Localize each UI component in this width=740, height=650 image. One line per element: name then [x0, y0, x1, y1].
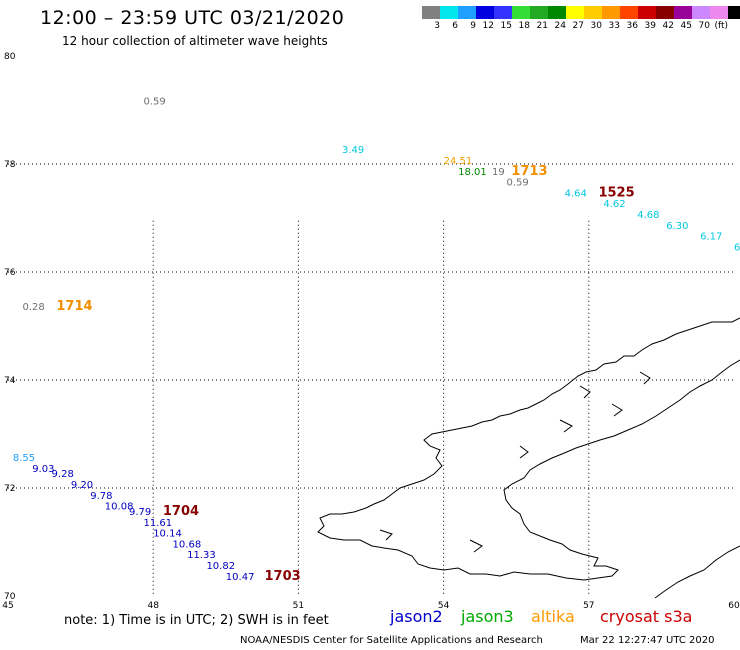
wave-height-value: 8.55 [13, 453, 35, 464]
color-scale-label: 39 [644, 21, 656, 31]
color-scale-label: 21 [536, 21, 548, 31]
latitude-label: 78 [4, 160, 16, 170]
wave-height-value: 10.68 [173, 539, 202, 550]
color-scale-swatch [656, 6, 674, 19]
color-scale-label: 36 [626, 21, 638, 31]
wave-height-value: 4.68 [637, 210, 659, 221]
color-scale-swatch [602, 6, 620, 19]
wave-height-value: 10.82 [206, 561, 235, 572]
legend-satellite-jason3: jason3 [461, 607, 514, 626]
color-scale-swatch [728, 6, 740, 19]
color-scale-swatch [584, 6, 602, 19]
wave-height-value: 4.64 [565, 188, 587, 199]
color-scale-swatch [458, 6, 476, 19]
longitude-label: 60 [728, 601, 740, 611]
color-scale-swatch [440, 6, 458, 19]
wave-height-value: 6.17 [700, 232, 722, 243]
color-scale-swatch [692, 6, 710, 19]
wave-height-value: 18.01 [458, 167, 487, 178]
color-scale-label: 12 [482, 21, 494, 31]
legend-satellite-altika: altika [531, 607, 575, 626]
longitude-label: 51 [293, 601, 304, 611]
pass-time-label: 1714 [56, 299, 92, 314]
wave-height-value: 0.28 [23, 302, 45, 313]
wave-height-value: 24.51 [444, 156, 473, 167]
color-scale-labels: 3 6 9 12 15 18 21 24 27 30 33 36 39 42 45 70 (ft) [422, 21, 740, 33]
color-scale-label: 70 [698, 21, 710, 31]
longitude-label: 48 [147, 601, 159, 611]
color-scale-swatch [530, 6, 548, 19]
color-scale-label: (ft) [714, 21, 728, 31]
legend-satellite-cryosat-s3a: cryosat s3a [600, 607, 693, 626]
coastline-east-edge [654, 545, 740, 599]
generated-timestamp: Mar 22 12:27:47 UTC 2020 [580, 635, 715, 646]
color-scale-swatch [476, 6, 494, 19]
longitude-label: 45 [2, 601, 13, 611]
wave-height-value: 0.59 [144, 97, 166, 108]
pass-time-label: 1713 [511, 164, 547, 179]
color-scale-label: 45 [680, 21, 692, 31]
color-scale-label: 30 [590, 21, 602, 31]
pass-time-label: 1525 [598, 185, 634, 200]
wave-height-value: 3.49 [342, 145, 364, 156]
pass-time-label: 1703 [265, 569, 301, 584]
latitude-label: 80 [4, 52, 16, 62]
wave-height-value: 9.20 [71, 480, 93, 491]
wave-height-value: 11.33 [187, 550, 216, 561]
wave-height-value: 9.28 [52, 469, 74, 480]
wave-height-value: 6 [734, 242, 740, 253]
wave-height-value: 6.30 [666, 221, 688, 232]
wave-height-value: 9.79 [129, 507, 151, 518]
wave-height-value: 4.62 [603, 199, 625, 210]
color-scale-label: 33 [608, 21, 620, 31]
color-scale-label: 15 [500, 21, 512, 31]
page-subtitle: 12 hour collection of altimeter wave hei… [62, 34, 328, 48]
color-scale-bar [422, 6, 740, 19]
wave-height-value: 11.61 [144, 518, 173, 529]
map-grid [8, 163, 734, 596]
color-scale-swatch [494, 6, 512, 19]
color-scale-label: 3 [434, 21, 440, 31]
coastline-west-edge [317, 317, 740, 581]
color-scale-swatch [638, 6, 656, 19]
color-scale-label: 18 [518, 21, 530, 31]
legend-satellite-jason2: jason2 [390, 607, 443, 626]
footer-note: note: 1) Time is in UTC; 2) SWH is in fe… [64, 613, 329, 628]
color-scale-swatch [512, 6, 530, 19]
longitude-label: 54 [438, 601, 450, 611]
color-scale-label: 24 [554, 21, 566, 31]
wave-height-value: 9.78 [90, 491, 112, 502]
latitude-label: 72 [4, 484, 15, 494]
coastline-fjord-detail [379, 371, 651, 553]
coastline-novaya-zemlya [317, 317, 740, 599]
color-scale-swatch [710, 6, 728, 19]
color-scale-swatch [422, 6, 440, 19]
wave-height-value: 10.47 [226, 572, 255, 583]
color-scale-label: 6 [452, 21, 458, 31]
pass-time-label: 1704 [163, 504, 199, 519]
color-scale-label: 42 [662, 21, 674, 31]
color-scale-swatch [566, 6, 584, 19]
color-scale-swatch [548, 6, 566, 19]
wave-height-value: 10.08 [105, 502, 134, 513]
wave-height-value: 10.14 [153, 529, 182, 540]
page-title: 12:00 – 23:59 UTC 03/21/2020 [40, 7, 345, 29]
latitude-label: 74 [4, 376, 16, 386]
color-scale-swatch [674, 6, 692, 19]
wave-height-value: 0.59 [507, 178, 529, 189]
credit-line: NOAA/NESDIS Center for Satellite Applica… [240, 635, 543, 646]
longitude-label: 57 [583, 601, 594, 611]
color-scale-label: 9 [470, 21, 476, 31]
latitude-label: 76 [4, 268, 16, 278]
color-scale-swatch [620, 6, 638, 19]
latitude-label: 70 [4, 592, 16, 602]
wave-height-value: 19 [492, 167, 505, 178]
wave-height-value: 9.03 [32, 464, 54, 475]
color-scale-label: 27 [572, 21, 584, 31]
